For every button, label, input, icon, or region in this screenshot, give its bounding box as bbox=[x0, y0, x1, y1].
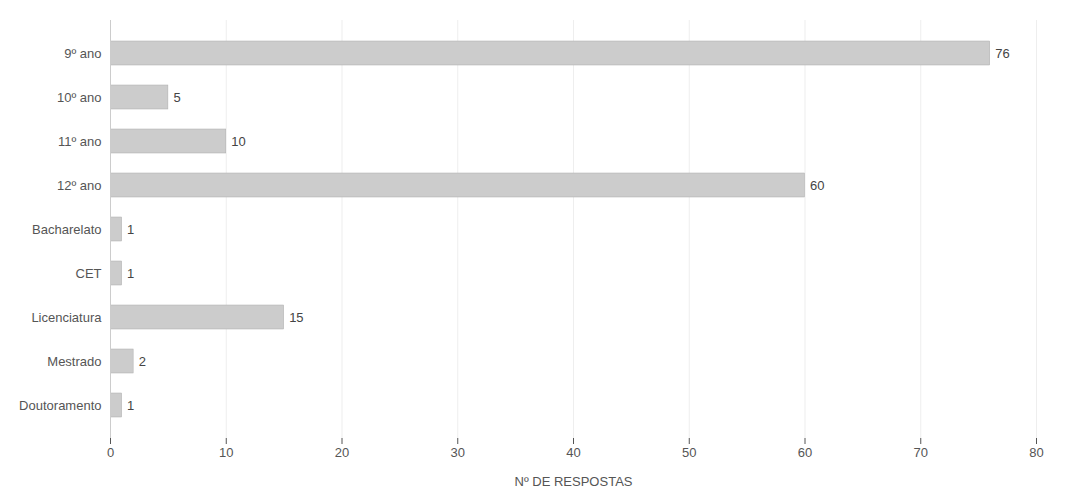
svg-text:60: 60 bbox=[798, 445, 812, 460]
svg-text:Bacharelato: Bacharelato bbox=[32, 222, 101, 237]
svg-text:15: 15 bbox=[289, 310, 303, 325]
svg-text:30: 30 bbox=[451, 445, 465, 460]
svg-text:50: 50 bbox=[682, 445, 696, 460]
svg-text:9º ano: 9º ano bbox=[64, 46, 101, 61]
svg-text:Licenciatura: Licenciatura bbox=[31, 310, 102, 325]
svg-text:12º ano: 12º ano bbox=[57, 178, 102, 193]
svg-text:10º ano: 10º ano bbox=[57, 90, 102, 105]
svg-text:80: 80 bbox=[1029, 445, 1043, 460]
svg-text:Doutoramento: Doutoramento bbox=[19, 398, 101, 413]
svg-text:11º ano: 11º ano bbox=[58, 134, 102, 149]
svg-text:60: 60 bbox=[810, 178, 824, 193]
svg-text:1: 1 bbox=[127, 222, 134, 237]
svg-text:2: 2 bbox=[139, 354, 146, 369]
svg-text:CET: CET bbox=[76, 266, 102, 281]
svg-text:1: 1 bbox=[127, 266, 134, 281]
svg-text:Mestrado: Mestrado bbox=[47, 354, 101, 369]
svg-text:1: 1 bbox=[127, 398, 134, 413]
svg-text:20: 20 bbox=[335, 445, 349, 460]
svg-text:10: 10 bbox=[231, 134, 245, 149]
svg-text:70: 70 bbox=[914, 445, 928, 460]
svg-text:76: 76 bbox=[995, 46, 1009, 61]
svg-text:Nº DE RESPOSTAS: Nº DE RESPOSTAS bbox=[515, 474, 633, 488]
svg-text:0: 0 bbox=[107, 445, 114, 460]
svg-text:10: 10 bbox=[219, 445, 233, 460]
svg-text:5: 5 bbox=[173, 90, 180, 105]
svg-text:40: 40 bbox=[566, 445, 580, 460]
